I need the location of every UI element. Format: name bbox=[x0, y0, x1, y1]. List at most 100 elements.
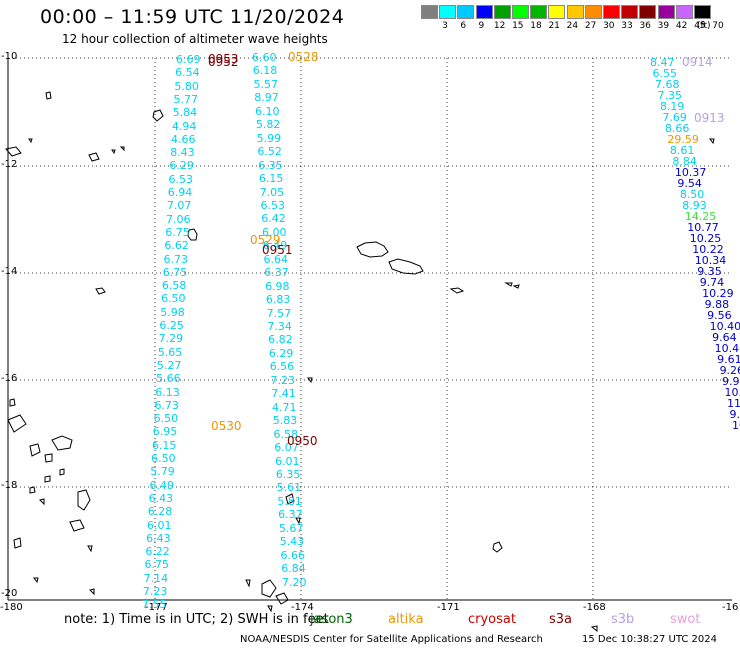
swh-value-east: 9.54 bbox=[677, 177, 702, 190]
island-tonga5 bbox=[267, 605, 273, 613]
swh-value-right: 6.52 bbox=[257, 145, 282, 159]
swh-value-left: 8.43 bbox=[170, 146, 195, 160]
legend-swatch bbox=[584, 5, 602, 19]
legend-swatch bbox=[603, 5, 620, 19]
swh-value-east: 10.77 bbox=[687, 221, 719, 234]
swh-value-east: 9. bbox=[729, 408, 740, 421]
swh-value-east: 7.69 bbox=[662, 111, 687, 124]
swh-value-left: 6.29 bbox=[169, 159, 194, 173]
swh-value-left: 7.06 bbox=[166, 212, 191, 226]
legend-swatch bbox=[657, 5, 675, 19]
swh-value-right: 7.34 bbox=[267, 320, 292, 333]
island-tonga1 bbox=[285, 493, 295, 505]
swh-value-right: 5.83 bbox=[272, 414, 298, 428]
swh-value-left: 6.62 bbox=[164, 239, 189, 253]
island-lau10 bbox=[29, 486, 36, 494]
swh-value-right: 5.61 bbox=[276, 481, 302, 495]
swh-value-east: 10.29 bbox=[702, 287, 734, 300]
satellite-legend-jason3: jason3 bbox=[310, 612, 353, 627]
swh-value-left: 6.58 bbox=[161, 279, 187, 293]
island-lau12 bbox=[39, 498, 45, 506]
latitude-label: -20 bbox=[1, 588, 18, 599]
island-tutuila bbox=[449, 287, 465, 294]
island-lau9 bbox=[44, 475, 51, 483]
satellite-legend-s3a: s3a bbox=[549, 612, 573, 627]
legend-swatch bbox=[548, 5, 566, 19]
island-lau3 bbox=[29, 443, 41, 457]
satellite-legend-altika: altika bbox=[388, 612, 424, 627]
swh-value-left: 6.73 bbox=[154, 398, 179, 412]
swh-value-east: 10.40 bbox=[714, 342, 740, 355]
swh-value-right: 6.18 bbox=[252, 64, 278, 78]
island-east1 bbox=[709, 138, 715, 145]
island-nw2 bbox=[45, 91, 52, 100]
swh-value-left: 4.94 bbox=[171, 119, 197, 133]
legend-tick: 70 bbox=[712, 21, 724, 31]
island-tonga6 bbox=[295, 517, 301, 525]
legend-swatch bbox=[530, 5, 548, 19]
swh-value-right: 6.56 bbox=[269, 360, 295, 374]
legend-swatch bbox=[639, 5, 657, 19]
island-futuna bbox=[95, 287, 106, 295]
longitude-label: -174 bbox=[291, 602, 314, 613]
graticule bbox=[7, 57, 732, 601]
swh-value-right: 6.84 bbox=[281, 562, 306, 576]
swh-value-left: 6.54 bbox=[175, 66, 200, 80]
swh-value-east: 7.35 bbox=[657, 89, 682, 102]
island-lau6 bbox=[69, 519, 85, 532]
swh-value-east: 14.25 bbox=[684, 210, 717, 223]
legend-tick: 18 bbox=[530, 21, 542, 31]
swh-value-east: 8.66 bbox=[664, 122, 690, 135]
swh-value-left: 6.53 bbox=[168, 172, 194, 186]
swh-value-right: 6.15 bbox=[258, 172, 284, 186]
swh-value-right: 6.83 bbox=[265, 293, 291, 307]
swh-value-left: 6.75 bbox=[144, 558, 169, 572]
swh-value-left: 7.14 bbox=[143, 571, 169, 585]
swh-value-right: 6.01 bbox=[275, 454, 300, 468]
swh-value-right: 6.00 bbox=[262, 225, 287, 239]
latitude-label: -12 bbox=[1, 159, 18, 170]
swh-value-east: 7.68 bbox=[654, 78, 680, 91]
legend-tick: 21 bbox=[548, 21, 560, 31]
legend-swatch bbox=[475, 5, 493, 19]
legend-swatch bbox=[566, 5, 584, 19]
island-lau8 bbox=[9, 398, 16, 407]
legend-tick: 24 bbox=[566, 21, 579, 31]
legend-swatch bbox=[675, 5, 693, 19]
swh-value-right: 6.10 bbox=[255, 104, 280, 118]
legend-tick: 30 bbox=[603, 21, 615, 31]
longitude-label: -16 bbox=[722, 602, 739, 613]
swh-value-east: 8.19 bbox=[659, 100, 685, 113]
swh-value-right: 6.35 bbox=[258, 158, 283, 172]
swh-value-east: 8.50 bbox=[679, 188, 705, 201]
page-title: 00:00 – 11:59 UTC 11/20/2024 bbox=[40, 6, 345, 28]
swh-value-right: 6.58 bbox=[273, 427, 299, 441]
legend-tick: 12 bbox=[493, 21, 506, 31]
swh-value-right: 6.64 bbox=[263, 252, 289, 266]
legend-tick: 33 bbox=[621, 21, 633, 31]
swh-value-east: 6.55 bbox=[652, 67, 677, 80]
track-time-0529: 0529 bbox=[250, 233, 281, 247]
swh-value-east: 9.9 bbox=[722, 375, 740, 388]
swh-value-east: 8.93 bbox=[682, 199, 707, 212]
island-nw3 bbox=[88, 152, 100, 162]
swh-value-right: 6.53 bbox=[260, 198, 285, 212]
swh-value-left: 6.95 bbox=[152, 425, 178, 439]
swh-value-east: 10.22 bbox=[692, 243, 724, 256]
swh-value-left: 5.66 bbox=[156, 372, 181, 386]
track-time-0914: 0914 bbox=[682, 55, 713, 69]
swh-value-left: 6.28 bbox=[147, 505, 173, 519]
latitude-label: -18 bbox=[1, 480, 18, 491]
legend-swatch bbox=[621, 5, 639, 19]
swh-value-right: 5.82 bbox=[255, 118, 281, 132]
swh-value-right: 7.05 bbox=[259, 185, 285, 199]
latitude-label: -14 bbox=[1, 266, 18, 277]
track-time-0951: 0951 bbox=[262, 243, 293, 257]
legend-swatch bbox=[512, 5, 529, 19]
swh-value-left: 6.75 bbox=[162, 265, 188, 279]
island-lau13 bbox=[89, 588, 95, 596]
island-nw5 bbox=[111, 149, 116, 155]
legend-tick: 45 bbox=[694, 21, 706, 31]
swh-value-left: 5.77 bbox=[173, 92, 199, 106]
